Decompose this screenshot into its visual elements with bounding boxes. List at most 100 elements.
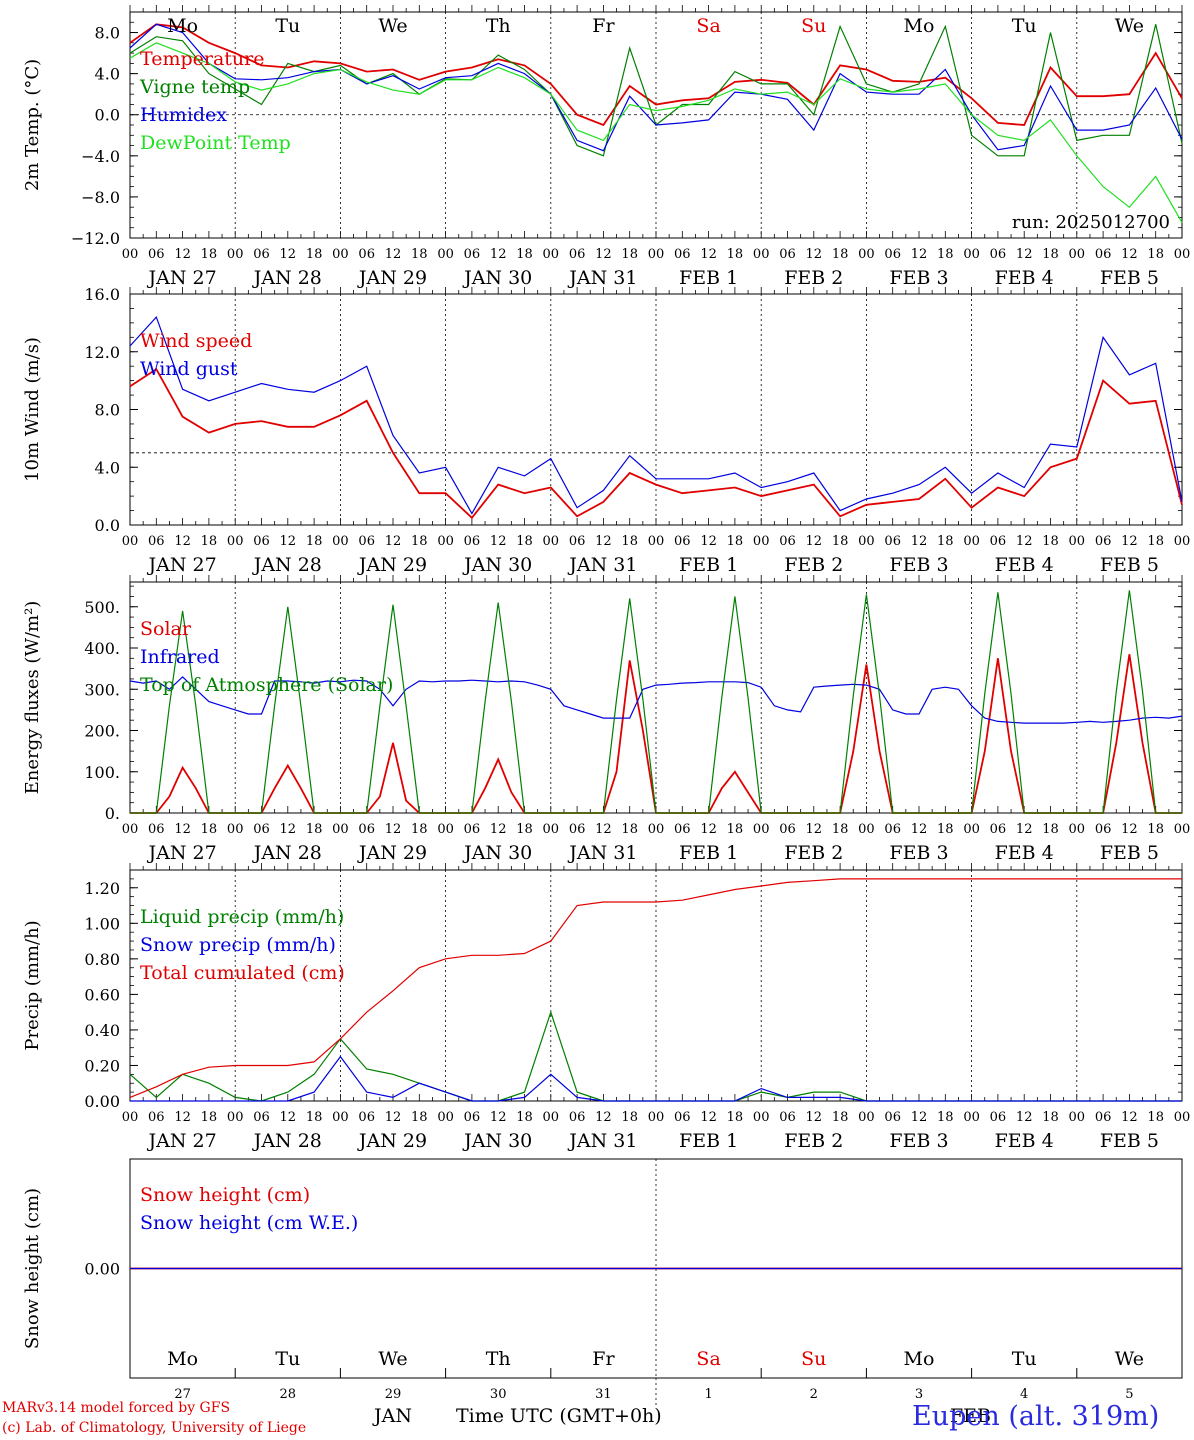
day-name-label: Tu <box>1012 15 1037 37</box>
day-name-label: Mo <box>167 15 198 37</box>
hour-label: 00 <box>227 534 244 549</box>
hour-label: 06 <box>253 534 270 549</box>
date-label: JAN 27 <box>147 554 217 576</box>
hour-label: 06 <box>884 247 901 262</box>
hour-label: 00 <box>963 247 980 262</box>
date-label: JAN 30 <box>462 842 532 864</box>
hour-label: 00 <box>437 247 454 262</box>
hour-label: 18 <box>937 247 954 262</box>
legend-entry: Top of Atmosphere (Solar) <box>140 674 393 696</box>
hour-label: 06 <box>884 534 901 549</box>
date-label: JAN 27 <box>147 1130 217 1152</box>
hour-label: 06 <box>253 1110 270 1125</box>
day-name-label: We <box>1115 15 1144 37</box>
legend-entry: Temperature <box>140 48 264 70</box>
hour-label: 18 <box>201 534 218 549</box>
hour-label: 18 <box>937 534 954 549</box>
hour-label: 00 <box>648 534 665 549</box>
y-tick-label: 0.80 <box>84 950 120 969</box>
y-axis-label: Energy fluxes (W/m²) <box>22 601 43 795</box>
hour-label: 06 <box>148 1110 165 1125</box>
date-label: FEB 5 <box>1100 554 1159 576</box>
x-axis-title: Time UTC (GMT+0h) <box>456 1405 662 1427</box>
hour-label: 18 <box>1147 822 1164 837</box>
date-label: FEB 5 <box>1100 1130 1159 1152</box>
date-label: FEB 1 <box>679 554 738 576</box>
hour-label: 06 <box>569 534 586 549</box>
hour-label: 18 <box>411 247 428 262</box>
bottom-day-name: We <box>378 1348 407 1370</box>
hour-label: 00 <box>753 822 770 837</box>
hour-label: 18 <box>411 1110 428 1125</box>
hour-label: 12 <box>280 1110 297 1125</box>
bottom-day-number: 2 <box>810 1387 818 1402</box>
bottom-day-number: 4 <box>1020 1387 1028 1402</box>
y-axis-label: Precip (mm/h) <box>22 920 43 1050</box>
legend-entry: Liquid precip (mm/h) <box>140 906 344 928</box>
legend-entry: Snow height (cm) <box>140 1184 310 1206</box>
hour-label: 12 <box>385 822 402 837</box>
hour-label: 00 <box>122 822 139 837</box>
y-tick-label: 400. <box>84 639 120 658</box>
bottom-day-name: Mo <box>904 1348 935 1370</box>
y-tick-label: 100. <box>84 763 120 782</box>
hour-label: 00 <box>543 534 560 549</box>
date-label: FEB 1 <box>679 842 738 864</box>
hour-label: 06 <box>779 1110 796 1125</box>
y-tick-label: 300. <box>84 680 120 699</box>
station-title: Eupen (alt. 319m) <box>912 1401 1160 1432</box>
hour-label: 12 <box>280 247 297 262</box>
hour-label: 12 <box>595 247 612 262</box>
hour-label: 06 <box>358 822 375 837</box>
hour-label: 00 <box>963 1110 980 1125</box>
hour-label: 00 <box>1069 822 1086 837</box>
hour-label: 06 <box>464 247 481 262</box>
hour-label: 18 <box>411 534 428 549</box>
hour-label: 00 <box>858 247 875 262</box>
legend-entry: Total cumulated (cm) <box>140 962 345 984</box>
bottom-day-name: Tu <box>275 1348 300 1370</box>
bottom-day-number: 28 <box>280 1387 297 1402</box>
hour-label: 12 <box>911 822 928 837</box>
hour-label: 00 <box>122 247 139 262</box>
lab-credit: (c) Lab. of Climatology, University of L… <box>2 1420 307 1436</box>
hour-label: 12 <box>911 534 928 549</box>
legend-entry: Snow height (cm W.E.) <box>140 1212 358 1234</box>
date-label: FEB 2 <box>784 267 843 289</box>
bottom-day-number: 27 <box>174 1387 191 1402</box>
series-line-wind-speed <box>129 367 1183 520</box>
date-label: FEB 2 <box>784 842 843 864</box>
hour-label: 18 <box>727 1110 744 1125</box>
hour-label: 00 <box>122 1110 139 1125</box>
bottom-day-name: Sa <box>696 1348 720 1370</box>
hour-label: 18 <box>1147 1110 1164 1125</box>
hour-label: 00 <box>543 247 560 262</box>
day-name-label: Su <box>801 15 826 37</box>
y-tick-label: 0.00 <box>84 1260 120 1279</box>
hour-label: 18 <box>832 822 849 837</box>
hour-label: 12 <box>911 247 928 262</box>
hour-label: 12 <box>700 1110 717 1125</box>
y-axis-label: 10m Wind (m/s) <box>22 337 43 482</box>
date-label: FEB 2 <box>784 1130 843 1152</box>
day-name-label: Sa <box>696 15 720 37</box>
hour-label: 18 <box>727 247 744 262</box>
hour-label: 00 <box>1069 247 1086 262</box>
hour-label: 00 <box>227 822 244 837</box>
month-label-jan: JAN <box>374 1405 412 1427</box>
hour-label: 00 <box>753 534 770 549</box>
series-line-infrared <box>129 676 1183 724</box>
y-tick-label: 200. <box>84 722 120 741</box>
hour-label: 12 <box>490 1110 507 1125</box>
hour-label: 12 <box>174 1110 191 1125</box>
date-label: JAN 29 <box>357 842 427 864</box>
date-label: JAN 31 <box>567 842 637 864</box>
bottom-day-name: Fr <box>592 1348 615 1370</box>
date-label: JAN 31 <box>567 1130 637 1152</box>
hour-label: 06 <box>253 247 270 262</box>
series-line-dewpoint-temp <box>129 42 1183 223</box>
series-line-snow-precip-mm-h- <box>130 1055 1182 1102</box>
date-label: FEB 4 <box>995 1130 1054 1152</box>
hour-label: 06 <box>148 247 165 262</box>
date-label: JAN 30 <box>462 267 532 289</box>
